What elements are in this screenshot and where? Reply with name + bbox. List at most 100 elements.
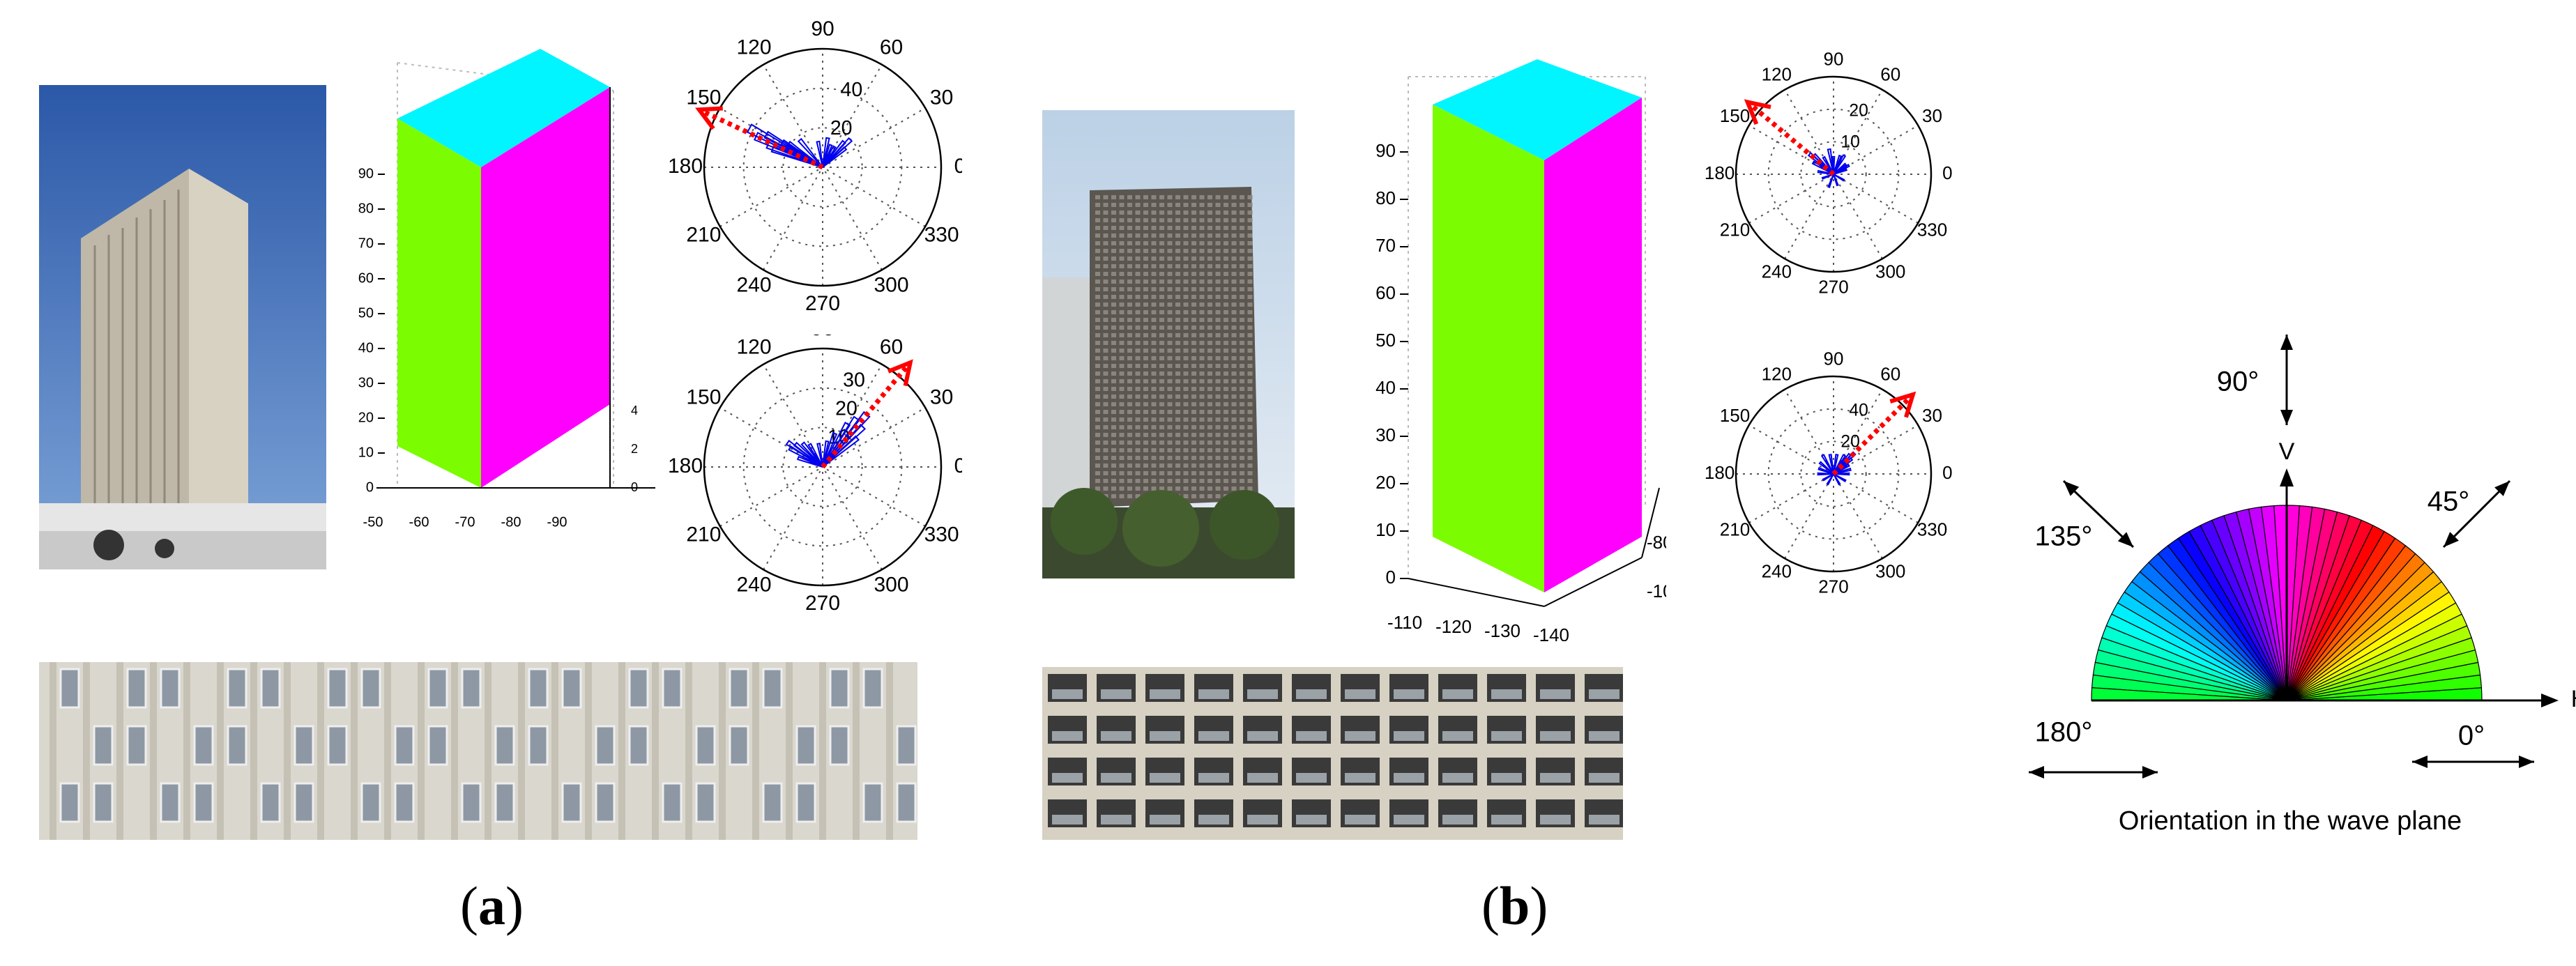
legend-h-axis-label: H xyxy=(2571,686,2576,712)
rose-angle-label: 150 xyxy=(1720,405,1750,426)
box-a-z-tick: 80 xyxy=(358,201,374,216)
legend-90-label: 90° xyxy=(2217,367,2259,397)
rose-petal xyxy=(1820,454,1834,475)
rose-outer-ring xyxy=(703,47,943,287)
rose-petal xyxy=(816,443,823,468)
rose-angle-label: 150 xyxy=(1720,105,1750,126)
box-b-right-face xyxy=(1544,98,1642,592)
box-a-z-tick: 10 xyxy=(358,445,374,460)
rose-petal xyxy=(822,431,838,468)
caption-a: (a) xyxy=(460,875,524,936)
rose-petal xyxy=(1827,174,1834,189)
rose-angle-label: 30 xyxy=(1922,405,1942,426)
rose-radius-label: 30 xyxy=(843,369,865,391)
rose-angle-label: 120 xyxy=(736,36,771,59)
rose-angle-label: 30 xyxy=(1922,105,1942,126)
rose-angle-label: 210 xyxy=(1720,519,1750,540)
caption-b: (b) xyxy=(1481,875,1548,936)
box-a-right-face xyxy=(481,87,610,488)
box-b-z-tick: 70 xyxy=(1375,235,1396,256)
rose-petal xyxy=(816,140,823,168)
rose-petal xyxy=(1833,472,1850,476)
rose-angle-label: 150 xyxy=(686,385,721,408)
rose-angle-label: 210 xyxy=(1720,220,1750,240)
box-b-z-tick: 50 xyxy=(1375,330,1396,351)
rose-angle-label: 150 xyxy=(686,86,721,109)
legend-0-label: 0° xyxy=(2458,721,2485,751)
rose-petal xyxy=(1822,473,1834,482)
box-a-z-tick: 90 xyxy=(358,166,374,181)
rose-petal xyxy=(1831,155,1836,175)
rose-petal xyxy=(1826,473,1834,486)
rose-angle-label: 240 xyxy=(736,274,771,297)
rose-angle-label: 120 xyxy=(736,335,771,358)
rose-petal xyxy=(822,421,851,468)
box-a-side-tick: 0 xyxy=(631,480,638,494)
legend-45-arrow xyxy=(2442,480,2511,549)
box-b-top xyxy=(1433,59,1642,160)
rose-petal xyxy=(797,137,823,168)
box-a-top xyxy=(397,49,610,167)
rose-outer-ring xyxy=(1735,375,1933,573)
rose-angle-label: 330 xyxy=(924,523,959,546)
rose-angle-label: 330 xyxy=(1917,220,1947,240)
rose-a-top: 90 120 150 180 210 240 270 300 330 0 30 60 20 40 xyxy=(668,21,962,315)
rose-petal xyxy=(1833,174,1839,187)
legend-135-label: 135° xyxy=(2035,521,2093,552)
dominant-orientation-arrow xyxy=(1746,100,1836,176)
rose-petal xyxy=(1818,461,1834,475)
rose-angle-label: 180 xyxy=(668,155,703,178)
rose-petal xyxy=(1828,454,1834,475)
legend-caption: Orientation in the wave plane xyxy=(2119,806,2462,836)
box-a-z-tick: 50 xyxy=(358,305,374,321)
box-b: 0 10 20 30 40 50 60 70 80 90 -110 -120 -130 -140 -80 -1… xyxy=(1375,59,1666,641)
box-a-z-tick: 70 xyxy=(358,236,374,251)
rose-angle-label: 300 xyxy=(1875,261,1905,282)
box-b-z-tick: 90 xyxy=(1375,140,1396,161)
rose-angle-label: 300 xyxy=(874,574,908,597)
rose-petal xyxy=(1833,473,1841,486)
box-b-x-tick: -130 xyxy=(1484,620,1521,641)
rose-angle-label: 330 xyxy=(1917,519,1947,540)
dominant-orientation-arrow xyxy=(698,107,824,170)
rose-petal xyxy=(822,145,837,168)
box-b-z-tick: 30 xyxy=(1375,424,1396,445)
rose-outer-ring xyxy=(703,347,943,587)
rose-petal xyxy=(1833,467,1852,475)
rose-petal xyxy=(822,440,830,468)
rose-angle-label: 60 xyxy=(1880,63,1900,84)
rose-angle-label: 240 xyxy=(1762,560,1792,581)
box-a-z-tick: 20 xyxy=(358,410,374,425)
rose-angle-label: 90 xyxy=(1824,348,1844,369)
rose-angle-label: 240 xyxy=(1762,261,1792,282)
rose-petal xyxy=(1833,174,1845,182)
rose-b-top: 90 120 150 180 210 240 270 300 330 0 30 60 10 20 xyxy=(1705,48,1953,297)
box-a-side-tick: 4 xyxy=(631,404,638,417)
rose-petal xyxy=(822,435,860,468)
rose-angle-label: 270 xyxy=(805,292,840,315)
rose-petal xyxy=(1833,473,1847,483)
box-a-x-tick: -60 xyxy=(409,514,429,530)
rose-angle-label: 0 xyxy=(954,454,962,477)
box-a-z-tick: 30 xyxy=(358,375,374,390)
rose-angle-label: 90 xyxy=(811,21,834,40)
rose-petal xyxy=(1821,174,1834,180)
box-b-z-tick: 80 xyxy=(1375,187,1396,208)
rose-angle-label: 120 xyxy=(1762,63,1792,84)
rose-angle-label: 180 xyxy=(668,454,703,477)
rose-petal xyxy=(822,139,846,168)
rose-petal xyxy=(1817,169,1834,175)
box-a-side-tick: 2 xyxy=(631,442,638,456)
rose-angle-label: 270 xyxy=(805,592,840,615)
arrow-head xyxy=(887,359,913,387)
rose-angle-label: 210 xyxy=(686,523,721,546)
arrow-head xyxy=(1889,391,1916,418)
box-b-z-tick: 20 xyxy=(1375,472,1396,493)
legend-45-label: 45° xyxy=(2428,486,2470,517)
rose-outer-ring xyxy=(1735,75,1933,273)
dominant-orientation-arrow xyxy=(1831,392,1915,476)
rose-angle-label: 240 xyxy=(736,574,771,597)
box-a-x-tick: -80 xyxy=(501,514,521,530)
rose-radius-label: 20 xyxy=(830,117,853,139)
arrow-head xyxy=(695,106,723,130)
